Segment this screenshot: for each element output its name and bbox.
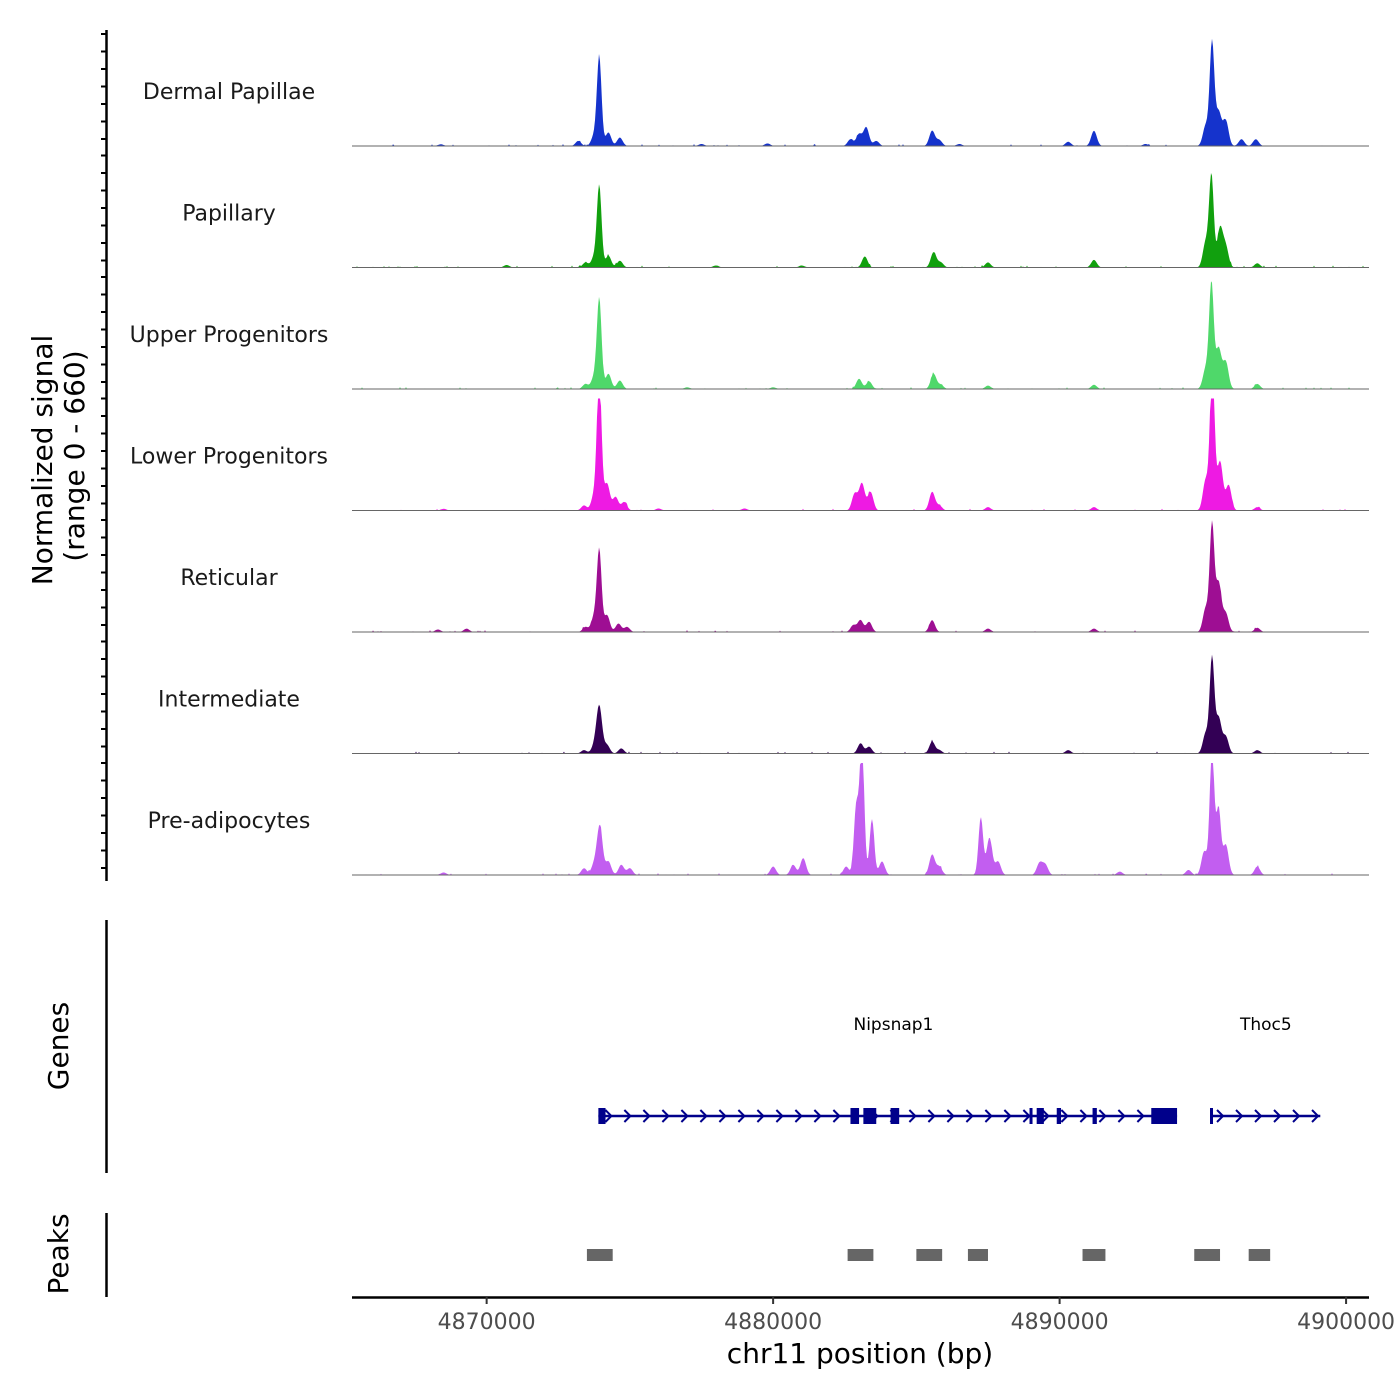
- gene-strand-arrow: [1079, 1109, 1088, 1123]
- gene-strand-arrow: [908, 1109, 917, 1123]
- signal-tracks: Dermal Papillae Papillary Upper Progenitor…: [130, 38, 1369, 876]
- gene-exon: [1092, 1108, 1097, 1124]
- x-axis: 4870000 4880000 4890000 4900000: [352, 1296, 1395, 1335]
- gene-label: Nipsnap1: [853, 1015, 933, 1035]
- gene-strand-arrow: [1216, 1109, 1225, 1123]
- gene-strand-arrow: [813, 1109, 822, 1123]
- track-label: Upper Progenitors: [130, 323, 329, 348]
- peak-region: [1248, 1249, 1271, 1261]
- gene-exon: [1029, 1108, 1033, 1124]
- peaks-track-title: Peaks: [42, 1213, 75, 1294]
- track-label: Reticular: [180, 566, 278, 591]
- gene-strand-arrow: [775, 1109, 784, 1123]
- x-tick-label: 4870000: [438, 1310, 536, 1335]
- gene-strand-arrow: [965, 1109, 974, 1123]
- gene-strand-arrow: [1254, 1109, 1263, 1123]
- gene-exon: [850, 1108, 860, 1124]
- x-axis-title: chr11 position (bp): [727, 1337, 993, 1370]
- gene-strand-arrow: [1098, 1109, 1107, 1123]
- gene-strand-arrow: [1003, 1109, 1012, 1123]
- x-tick-label: 4900000: [1297, 1310, 1395, 1335]
- signal-area: [352, 398, 1369, 511]
- gene-strand-arrow: [1311, 1109, 1320, 1123]
- genes-track: Nipsnap1 Thoc5: [105, 920, 1321, 1173]
- gene-strand-arrow: [699, 1109, 708, 1123]
- peaks-track: [105, 1213, 1271, 1297]
- gene-strand-arrow: [642, 1109, 651, 1123]
- y-axis-title: Normalized signal: [26, 335, 59, 586]
- gene-exon: [890, 1108, 900, 1124]
- signal-track-dermal-papillae: Dermal Papillae: [143, 38, 1369, 147]
- signal-track-papillary: Papillary: [182, 173, 1369, 268]
- gene-exon: [598, 1108, 606, 1124]
- track-label: Intermediate: [158, 688, 300, 713]
- peak-region: [586, 1249, 613, 1261]
- y-axis-range: (range 0 - 660): [58, 350, 91, 561]
- peak-region: [847, 1249, 874, 1261]
- x-tick-label: 4890000: [1011, 1310, 1109, 1335]
- gene-exon: [1056, 1108, 1062, 1124]
- track-label: Pre-adipocytes: [148, 809, 311, 834]
- gene-label: Thoc5: [1239, 1015, 1292, 1035]
- gene-strand-arrow: [604, 1109, 613, 1123]
- signal-track-pre-adipocytes: Pre-adipocytes: [148, 763, 1369, 876]
- track-label: Lower Progenitors: [130, 445, 328, 470]
- signal-track-lower-progenitors: Lower Progenitors: [130, 398, 1369, 511]
- gene-strand-arrow: [1022, 1109, 1031, 1123]
- gene-strand-arrow: [1136, 1109, 1145, 1123]
- gene-nipsnap1: Nipsnap1: [598, 1015, 1178, 1124]
- gene-strand-arrow: [984, 1109, 993, 1123]
- gene-strand-arrow: [1041, 1109, 1050, 1123]
- gene-strand-arrow: [1292, 1109, 1301, 1123]
- gene-strand-arrow: [1060, 1109, 1069, 1123]
- gene-strand-arrow: [737, 1109, 746, 1123]
- gene-strand-arrow: [718, 1109, 727, 1123]
- signal-area: [352, 281, 1369, 389]
- signal-area: [352, 654, 1369, 754]
- genes-track-title: Genes: [42, 1002, 75, 1090]
- signal-track-intermediate: Intermediate: [158, 654, 1369, 754]
- gene-strand-arrow: [927, 1109, 936, 1123]
- gene-strand-arrow: [794, 1109, 803, 1123]
- peak-region: [967, 1249, 988, 1261]
- signal-area: [352, 173, 1369, 268]
- gene-strand-arrow: [832, 1109, 841, 1123]
- gene-strand-arrow: [680, 1109, 689, 1123]
- signal-y-axis: [101, 30, 108, 881]
- gene-strand-arrow: [623, 1109, 632, 1123]
- gene-strand-arrow: [661, 1109, 670, 1123]
- track-label: Papillary: [182, 202, 276, 227]
- gene-strand-arrow: [946, 1109, 955, 1123]
- gene-strand-arrow: [1235, 1109, 1244, 1123]
- peak-region: [1082, 1249, 1106, 1261]
- signal-track-upper-progenitors: Upper Progenitors: [130, 281, 1369, 390]
- gene-strand-arrow: [756, 1109, 765, 1123]
- track-label: Dermal Papillae: [143, 80, 315, 105]
- gene-exon: [1036, 1108, 1044, 1124]
- gene-strand-arrow: [1273, 1109, 1282, 1123]
- gene-exon: [1210, 1108, 1214, 1124]
- signal-area: [352, 520, 1369, 632]
- peak-region: [916, 1249, 943, 1261]
- gene-strand-arrow: [1117, 1109, 1126, 1123]
- gene-exon: [1151, 1108, 1178, 1124]
- gene-exon: [863, 1108, 877, 1124]
- signal-track-reticular: Reticular: [180, 520, 1369, 633]
- gene-thoc5: Thoc5: [1210, 1015, 1321, 1124]
- signal-area: [352, 763, 1369, 875]
- signal-area: [352, 38, 1369, 147]
- x-tick-label: 4880000: [724, 1310, 822, 1335]
- peak-region: [1194, 1249, 1221, 1261]
